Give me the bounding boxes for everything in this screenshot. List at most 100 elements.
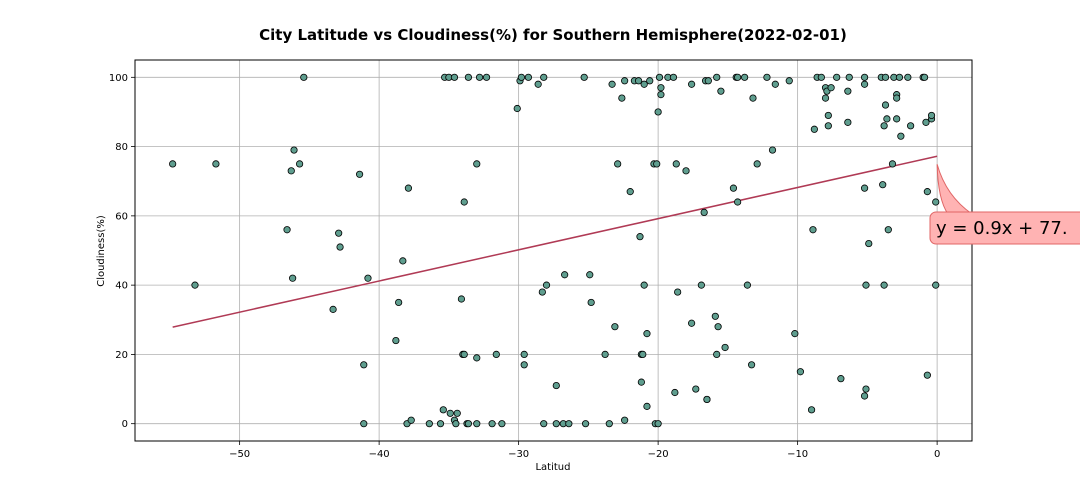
data-point [844, 118, 852, 126]
data-point [922, 118, 930, 126]
data-point [860, 80, 869, 88]
data-point [845, 73, 853, 81]
data-point [932, 281, 940, 289]
data-point [734, 198, 742, 206]
y-tick-label: 40 [115, 281, 128, 292]
data-point [552, 381, 560, 390]
data-point [753, 160, 761, 168]
data-point [460, 198, 468, 206]
data-point [880, 122, 888, 130]
data-point [657, 91, 665, 99]
x-tick-label: −50 [229, 449, 250, 460]
data-point [618, 94, 626, 102]
data-point [655, 73, 664, 81]
data-point [407, 416, 415, 424]
data-point [714, 323, 722, 331]
data-point [336, 243, 344, 251]
data-point [601, 350, 609, 359]
data-point [300, 73, 308, 81]
data-point [457, 295, 466, 303]
data-point [807, 406, 816, 414]
data-point [688, 319, 696, 327]
data-point [534, 80, 542, 88]
data-point [614, 160, 622, 168]
data-point [654, 108, 662, 116]
data-point [524, 73, 532, 81]
data-point [883, 115, 891, 123]
data-point [796, 368, 805, 376]
data-point [287, 167, 295, 175]
data-point [907, 122, 915, 130]
data-point [923, 371, 931, 379]
data-point [734, 73, 742, 81]
data-point [605, 420, 613, 428]
data-point [791, 330, 799, 338]
data-point [399, 257, 407, 265]
data-point [920, 73, 929, 81]
data-point [191, 281, 199, 289]
data-point [860, 392, 869, 400]
x-axis-label: Latitud [535, 462, 570, 473]
data-point [640, 281, 648, 289]
data-point [771, 80, 779, 88]
data-point [290, 146, 298, 154]
data-point [517, 73, 526, 81]
data-point [492, 350, 500, 359]
data-point [446, 409, 454, 417]
data-point [586, 271, 594, 279]
regression-annotation: y = 0.9x + 77. [929, 164, 1080, 245]
data-point [212, 160, 220, 168]
y-tick-label: 0 [122, 419, 128, 430]
data-point [932, 198, 940, 206]
data-point [888, 160, 897, 168]
data-point [824, 122, 832, 130]
x-tick-label: −40 [369, 449, 390, 460]
regression-line [172, 155, 938, 328]
data-point [473, 420, 481, 428]
data-point [329, 305, 337, 313]
data-point [587, 298, 595, 307]
data-point [360, 420, 368, 428]
y-tick-label: 100 [109, 73, 128, 84]
data-point [713, 350, 721, 359]
data-point [538, 288, 546, 296]
data-point [452, 420, 460, 428]
data-point [682, 167, 690, 175]
axis-ticks: −50 −40 −30 −20 −10 0 0 20 40 60 80 100 [109, 73, 940, 460]
data-point [672, 160, 680, 168]
data-point [636, 233, 644, 241]
plot-area-frame [134, 59, 973, 442]
data-point [296, 160, 304, 168]
data-point [817, 73, 825, 81]
data-point [450, 73, 459, 81]
data-point [498, 420, 506, 428]
data-point [473, 354, 481, 362]
data-point [482, 73, 491, 81]
data-point [657, 84, 665, 92]
data-point [923, 188, 931, 196]
data-point [893, 115, 901, 123]
data-point [611, 323, 619, 331]
data-point [827, 84, 835, 92]
data-point [540, 73, 548, 81]
data-point [439, 406, 447, 414]
y-tick-label: 60 [115, 211, 128, 222]
annotation-pointer [936, 164, 974, 215]
data-point [364, 274, 372, 282]
data-point [540, 420, 548, 428]
data-point [703, 395, 711, 404]
data-point [643, 402, 651, 410]
data-point [860, 73, 869, 81]
data-point [621, 416, 629, 424]
data-point [646, 77, 654, 85]
data-point [865, 239, 873, 248]
data-point [747, 361, 756, 369]
data-point [741, 73, 749, 81]
regression-equation: y = 0.9x + 77. [936, 218, 1068, 239]
data-point [880, 281, 888, 289]
data-point [542, 281, 551, 289]
y-tick-label: 80 [115, 142, 128, 153]
data-point [743, 281, 752, 289]
data-point [879, 181, 887, 189]
x-tick-label: 0 [934, 449, 940, 460]
